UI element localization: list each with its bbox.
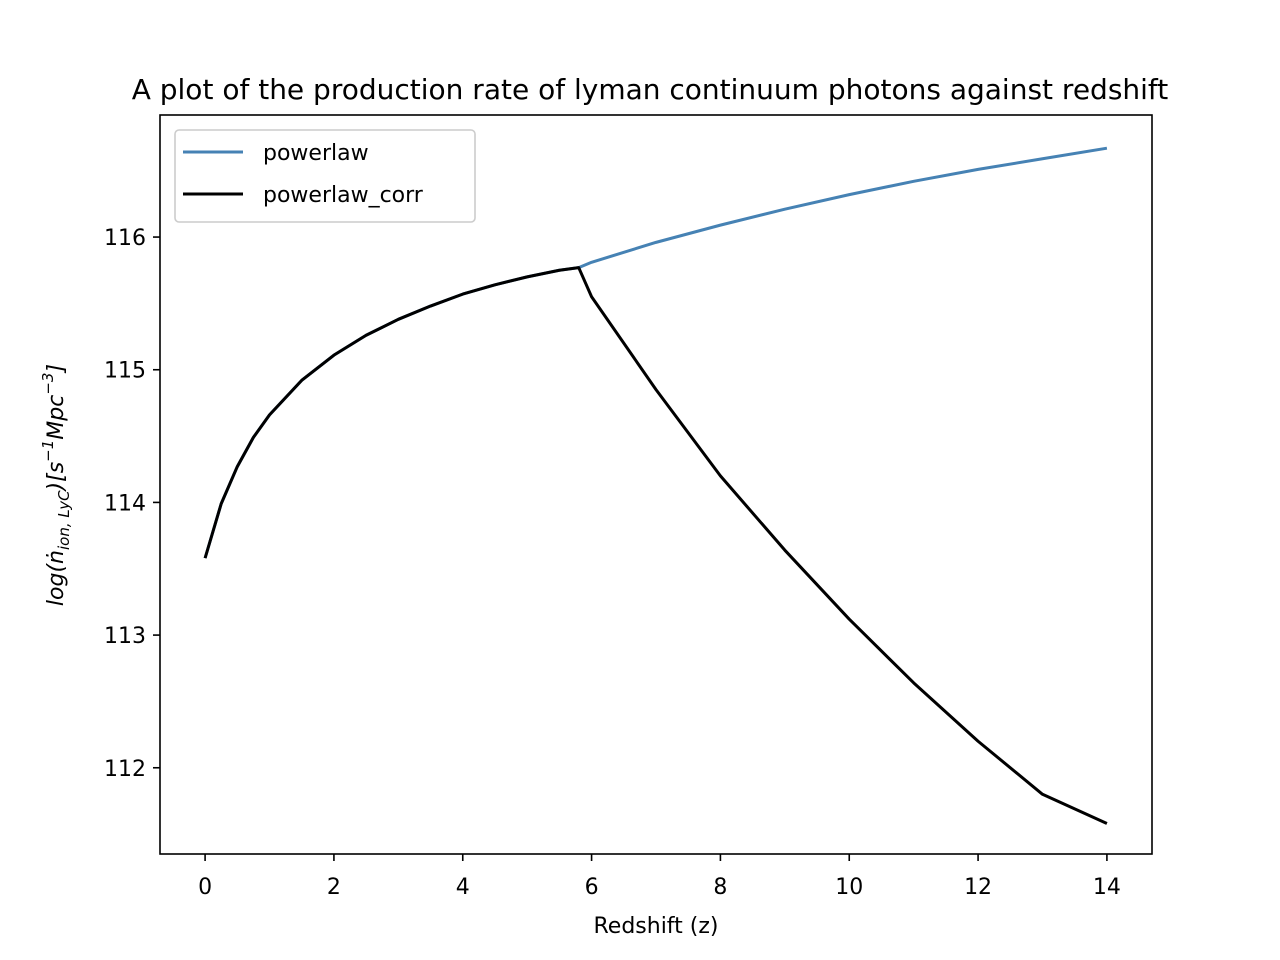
y-tick-label: 112 — [104, 757, 146, 782]
y-label-end: ] — [44, 364, 69, 374]
y-label-ndot: ṅ — [44, 550, 69, 564]
plot-area — [159, 114, 1153, 855]
chart-title: A plot of the production rate of lyman c… — [132, 73, 1169, 106]
x-axis-label: Redshift (z) — [593, 914, 718, 939]
y-tick-label: 116 — [104, 226, 146, 251]
x-tick-label: 6 — [585, 875, 599, 900]
legend-label-powerlaw_corr: powerlaw_corr — [263, 183, 424, 208]
y-label-sup2: −3 — [39, 373, 57, 395]
y-label-mid: )[s — [44, 462, 69, 493]
x-tick-label: 12 — [964, 875, 992, 900]
y-tick-label: 114 — [104, 491, 146, 516]
legend: powerlaw powerlaw_corr — [174, 129, 476, 223]
y-label-mid2: Mpc — [44, 395, 69, 440]
y-tick-label: 113 — [104, 624, 146, 649]
x-tick-label: 10 — [835, 875, 863, 900]
x-tick-label: 14 — [1093, 875, 1121, 900]
x-tick-label: 8 — [713, 875, 727, 900]
plot-frame — [159, 114, 1153, 855]
y-label-prefix: log( — [44, 563, 69, 607]
y-axis-label: log(ṅion, LyC)[s−1Mpc−3] — [39, 364, 73, 606]
y-label-sup1: −1 — [39, 440, 57, 462]
x-tick-label: 2 — [327, 875, 341, 900]
legend-box — [174, 129, 476, 223]
x-tick-label: 0 — [198, 875, 212, 900]
x-tick-label: 4 — [456, 875, 470, 900]
x-axis: 0 2 4 6 8 10 12 14 — [198, 854, 1121, 900]
legend-label-powerlaw: powerlaw — [263, 141, 369, 166]
series-line-powerlaw_corr — [203, 266, 1108, 825]
y-tick-label: 115 — [104, 359, 146, 384]
y-axis: 112 113 114 115 116 — [104, 226, 160, 782]
y-label-subscript: ion, LyC — [55, 490, 73, 550]
